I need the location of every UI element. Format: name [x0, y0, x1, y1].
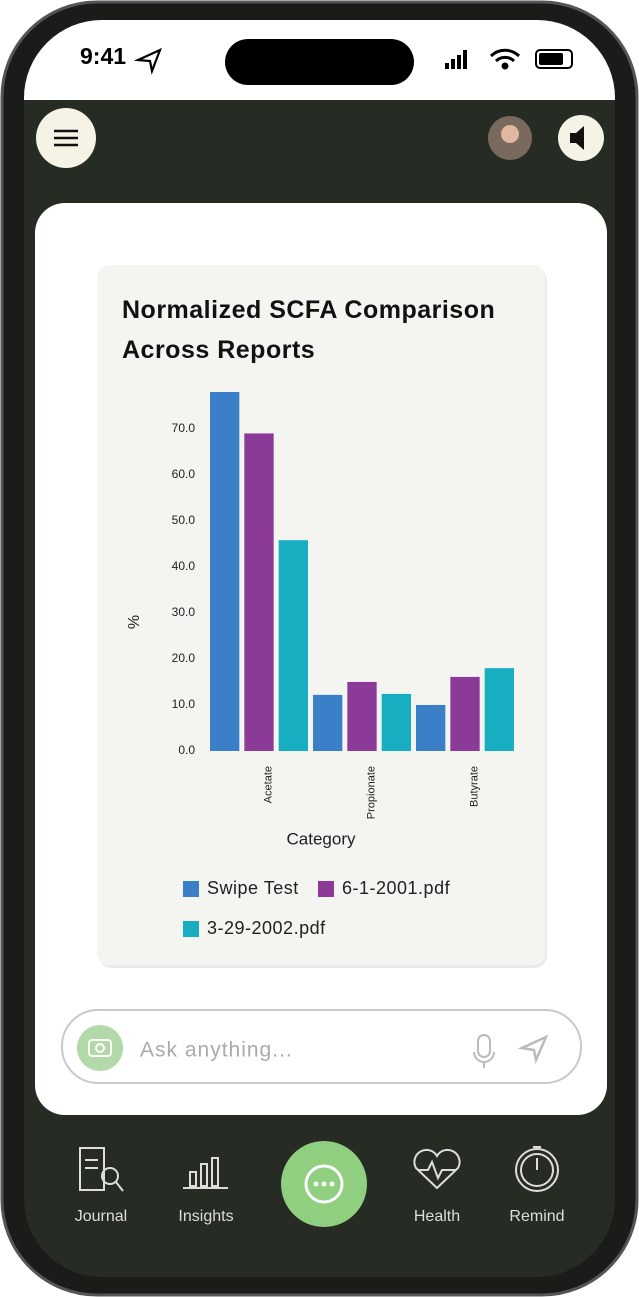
legend-swatch [183, 881, 199, 897]
bar [244, 433, 274, 751]
x-tick-label: Butyrate [468, 766, 480, 807]
avatar-face [501, 125, 519, 143]
chat-input[interactable] [61, 1009, 582, 1084]
location-icon [133, 47, 162, 75]
chat-icon [304, 1164, 344, 1204]
camera-lens [95, 1043, 105, 1053]
y-tick-label: 40.0 [172, 559, 196, 573]
insights-icon[interactable] [183, 1157, 228, 1189]
nav-label[interactable]: Journal [75, 1208, 127, 1225]
y-tick-label: 10.0 [172, 697, 196, 711]
legend-label: Swipe Test [207, 878, 299, 898]
battery-level [539, 53, 563, 65]
x-tick-label: Acetate [262, 766, 274, 803]
legend-label: 6-1-2001.pdf [342, 878, 451, 898]
bar [278, 540, 308, 751]
nav-label[interactable]: Insights [178, 1208, 233, 1225]
y-tick-label: 30.0 [172, 605, 196, 619]
bar [313, 694, 343, 751]
chat-dots [313, 1181, 335, 1187]
signal-icon [445, 50, 467, 69]
y-tick-label: 0.0 [178, 743, 195, 757]
menu-icon [54, 129, 78, 147]
nav-label[interactable]: Health [414, 1208, 460, 1225]
legend-label: 3-29-2002.pdf [207, 918, 326, 938]
bar [450, 676, 480, 751]
mic-stand [473, 1051, 495, 1068]
plot: 0.0 10.0 20.0 30.0 40.0 50.0 60.0 70.0% Category… [126, 392, 514, 938]
mute-icon [570, 126, 584, 150]
y-axis-label: % [126, 615, 143, 629]
time: 9:41 [80, 43, 126, 69]
legend-swatch [318, 881, 334, 897]
chart-card [97, 265, 545, 965]
legend-swatch [183, 921, 199, 937]
bar [381, 693, 411, 751]
wifi-icon [489, 48, 521, 70]
remind-icon[interactable] [515, 1146, 559, 1192]
y-tick-label: 60.0 [172, 467, 196, 481]
camera-icon [88, 1039, 112, 1057]
y-tick-label: 70.0 [172, 421, 196, 435]
bar [416, 704, 446, 751]
y-tick-label: 20.0 [172, 651, 196, 665]
y-tick-label: 50.0 [172, 513, 196, 527]
chart-title: Normalized SCFA Comparison Across Report… [122, 296, 496, 364]
bar [484, 668, 514, 751]
camera-button[interactable] [77, 1025, 123, 1071]
x-tick-label: Propionate [365, 766, 377, 819]
x-axis-label: Category [287, 829, 356, 848]
health-icon[interactable] [413, 1148, 461, 1190]
battery-icon [535, 49, 573, 69]
mic-icon[interactable] [477, 1034, 491, 1058]
dynamic-island [225, 39, 414, 85]
bar [210, 392, 240, 751]
journal-icon[interactable] [79, 1147, 124, 1192]
chat-placeholder: Ask anything... [140, 1039, 293, 1062]
nav-label[interactable]: Remind [509, 1208, 564, 1225]
bar [347, 681, 377, 751]
send-icon[interactable] [517, 1034, 549, 1065]
